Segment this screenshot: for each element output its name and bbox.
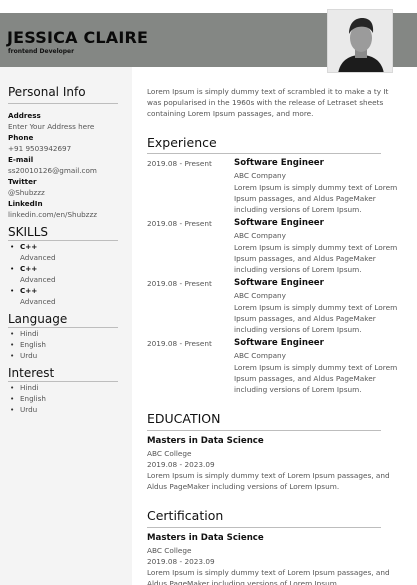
interest-item: Urdu xyxy=(10,405,37,414)
job-description: Lorem Ipsum is simply dummy text of Lore… xyxy=(234,303,398,334)
email-label: E-mail xyxy=(8,155,34,164)
skills-divider xyxy=(8,240,118,241)
linkedin-label: LinkedIn xyxy=(8,199,43,208)
resume-role: frontend Developer xyxy=(8,48,75,55)
education-dates: 2019.08 - 2023.09 xyxy=(147,460,215,469)
job-title: Software Engineer xyxy=(234,218,324,228)
education-school: ABC College xyxy=(147,449,192,458)
job-description: Lorem Ipsum is simply dummy text of Lore… xyxy=(234,363,398,394)
email-value[interactable]: ss20010126@gmail.com xyxy=(8,166,97,175)
skills-title: SKILLS xyxy=(8,225,49,239)
phone-label: Phone xyxy=(8,133,34,142)
job-description: Lorem Ipsum is simply dummy text of Lore… xyxy=(234,243,398,274)
skill-level: Advanced xyxy=(20,253,56,262)
language-item: Urdu xyxy=(10,351,37,360)
resume-name: JESSICA CLAIRE xyxy=(7,28,149,47)
job-title: Software Engineer xyxy=(234,278,324,288)
certification-title: Certification xyxy=(147,508,224,523)
summary-text: Lorem Ipsum is simply dummy text of scra… xyxy=(147,87,389,118)
education-title: EDUCATION xyxy=(147,411,221,426)
twitter-value[interactable]: @Shubzzz xyxy=(8,188,45,197)
skill-level: Advanced xyxy=(20,275,56,284)
interest-title: Interest xyxy=(8,366,55,380)
language-divider xyxy=(8,327,118,328)
linkedin-value[interactable]: linkedin.com/en/Shubzzz xyxy=(8,210,98,219)
address-label: Address xyxy=(8,111,41,120)
experience-date: 2019.08 - Present xyxy=(147,159,212,168)
experience-date: 2019.08 - Present xyxy=(147,279,212,288)
job-company: ABC Company xyxy=(234,351,286,360)
experience-date: 2019.08 - Present xyxy=(147,339,212,348)
address-value: Enter Your Address here xyxy=(8,122,95,131)
skill-name: C++ xyxy=(10,286,38,295)
job-description: Lorem Ipsum is simply dummy text of Lore… xyxy=(234,183,398,214)
personal-info-divider xyxy=(8,103,118,104)
job-title: Software Engineer xyxy=(234,158,324,168)
personal-info-title: Personal Info xyxy=(8,85,86,99)
interest-item: Hindi xyxy=(10,383,38,392)
interest-item: English xyxy=(10,394,46,403)
phone-value: +91 9503942697 xyxy=(8,144,72,153)
job-company: ABC Company xyxy=(234,231,286,240)
language-item: Hindi xyxy=(10,329,38,338)
job-title: Software Engineer xyxy=(234,338,324,348)
education-degree: Masters in Data Science xyxy=(147,436,264,446)
certification-dates: 2019.08 - 2023.09 xyxy=(147,557,215,566)
interest-divider xyxy=(8,381,118,382)
certification-divider xyxy=(147,527,381,528)
certification-degree: Masters in Data Science xyxy=(147,533,264,543)
sidebar xyxy=(0,67,132,585)
education-divider xyxy=(147,430,381,431)
job-company: ABC Company xyxy=(234,171,286,180)
profile-photo xyxy=(327,9,393,73)
job-company: ABC Company xyxy=(234,291,286,300)
certification-school: ABC College xyxy=(147,546,192,555)
certification-description: Lorem Ipsum is simply dummy text of Lore… xyxy=(147,568,390,585)
skill-name: C++ xyxy=(10,242,38,251)
skill-name: C++ xyxy=(10,264,38,273)
language-title: Language xyxy=(8,312,68,326)
language-item: English xyxy=(10,340,46,349)
experience-divider xyxy=(147,153,381,154)
twitter-label: Twitter xyxy=(8,177,37,186)
education-description: Lorem Ipsum is simply dummy text of Lore… xyxy=(147,471,390,491)
experience-date: 2019.08 - Present xyxy=(147,219,212,228)
skill-level: Advanced xyxy=(20,297,56,306)
experience-title: Experience xyxy=(147,135,217,150)
